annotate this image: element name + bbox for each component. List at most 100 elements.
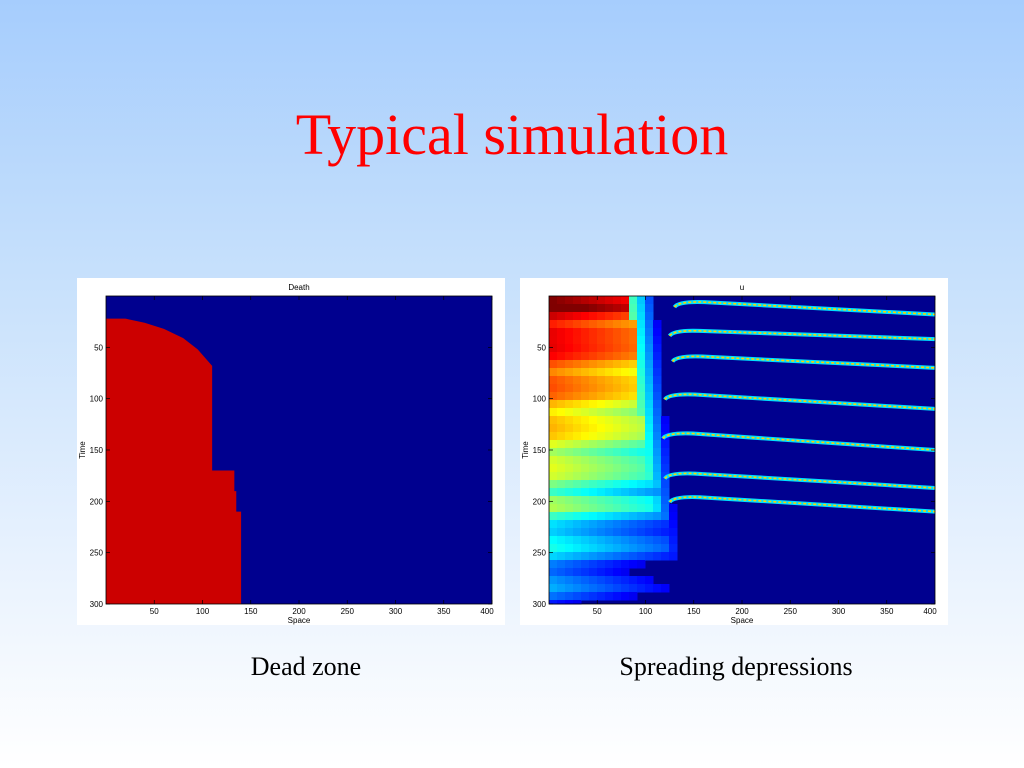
u-heatmap-cell: [589, 392, 598, 401]
u-heatmap-cell: [581, 504, 590, 513]
u-y-tick-label: 300: [533, 600, 547, 609]
u-heatmap-cell: [549, 296, 558, 305]
u-heatmap-cell: [653, 416, 662, 425]
u-heatmap-cell: [605, 504, 614, 513]
u-heatmap-cell: [637, 400, 646, 409]
u-heatmap-cell: [621, 352, 630, 361]
u-heatmap-cell: [581, 440, 590, 449]
u-heatmap-cell: [573, 528, 582, 537]
u-heatmap-cell: [613, 552, 622, 561]
u-heatmap-cell: [581, 536, 590, 545]
u-heatmap-cell: [661, 528, 670, 537]
u-heatmap-cell: [637, 376, 646, 385]
u-heatmap-cell: [605, 448, 614, 457]
u-heatmap-cell: [557, 376, 566, 385]
u-heatmap-cell: [597, 432, 606, 441]
u-heatmap-cell: [549, 504, 558, 513]
u-heatmap-cell: [597, 376, 606, 385]
death-y-axis-label: Time: [78, 441, 87, 459]
u-heatmap-cell: [637, 576, 646, 585]
u-heatmap-cell: [573, 480, 582, 489]
u-heatmap-cell: [605, 560, 614, 569]
u-heatmap-cell: [565, 320, 574, 329]
u-heatmap-cell: [597, 592, 606, 601]
u-heatmap-cell: [629, 528, 638, 537]
u-heatmap-cell: [573, 600, 582, 605]
u-heatmap-cell: [621, 552, 630, 561]
u-heatmap-cell: [557, 296, 566, 305]
u-heatmap-cell: [613, 512, 622, 521]
u-heatmap-cell: [565, 408, 574, 417]
u-heatmap-cell: [613, 576, 622, 585]
u-heatmap-cell: [653, 376, 662, 385]
u-heatmap-cell: [645, 536, 654, 545]
u-heatmap-cell: [629, 472, 638, 481]
u-heatmap-cell: [661, 416, 670, 425]
u-heatmap-cell: [613, 400, 622, 409]
u-heatmap-cell: [621, 424, 630, 433]
u-heatmap-cell: [661, 424, 670, 433]
u-heatmap-cell: [645, 440, 654, 449]
u-heatmap-cell: [549, 456, 558, 465]
u-heatmap-cell: [621, 432, 630, 441]
u-heatmap-cell: [653, 328, 662, 337]
u-heatmap-cell: [597, 464, 606, 473]
u-heatmap-cell: [557, 304, 566, 313]
u-heatmap-cell: [597, 456, 606, 465]
u-heatmap-cell: [557, 312, 566, 321]
u-heatmap-cell: [581, 320, 590, 329]
u-heatmap-cell: [573, 496, 582, 505]
u-heatmap-cell: [613, 344, 622, 353]
u-heatmap-cell: [629, 320, 638, 329]
u-heatmap-cell: [645, 448, 654, 457]
u-heatmap-cell: [605, 392, 614, 401]
u-heatmap-cell: [549, 360, 558, 369]
u-heatmap-cell: [557, 472, 566, 481]
u-heatmap-cell: [629, 576, 638, 585]
u-heatmap-cell: [629, 480, 638, 489]
u-heatmap-cell: [549, 352, 558, 361]
u-heatmap-cell: [573, 400, 582, 409]
u-heatmap-cell: [573, 536, 582, 545]
u-heatmap-cell: [621, 440, 630, 449]
u-heatmap-cell: [565, 384, 574, 393]
u-heatmap-cell: [605, 328, 614, 337]
u-heatmap-cell: [605, 544, 614, 553]
u-heatmap-cell: [589, 488, 598, 497]
u-heatmap-cell: [629, 448, 638, 457]
u-heatmap-cell: [621, 408, 630, 417]
u-heatmap-cell: [653, 400, 662, 409]
u-heatmap-cell: [581, 520, 590, 529]
u-heatmap-cell: [557, 600, 566, 605]
u-heatmap-cell: [637, 392, 646, 401]
u-heatmap-cell: [565, 392, 574, 401]
u-heatmap-cell: [573, 368, 582, 377]
u-heatmap-cell: [613, 480, 622, 489]
u-heatmap-cell: [613, 424, 622, 433]
u-heatmap-cell: [589, 424, 598, 433]
u-heatmap-cell: [565, 416, 574, 425]
u-heatmap-cell: [581, 312, 590, 321]
u-heatmap-cell: [613, 320, 622, 329]
dead-zone-chart: 50 100 150 200 250 300 350 400 50 100 150 200 250 300…: [78, 283, 494, 625]
u-heatmap-cell: [613, 384, 622, 393]
u-heatmap-cell: [549, 320, 558, 329]
u-heatmap-cell: [589, 408, 598, 417]
u-heatmap-cell: [597, 400, 606, 409]
u-heatmap-cell: [613, 368, 622, 377]
u-heatmap-cell: [629, 376, 638, 385]
death-chart-title: Death: [288, 283, 309, 292]
u-heatmap-cell: [605, 360, 614, 369]
u-heatmap-cell: [589, 576, 598, 585]
u-heatmap-cell: [589, 496, 598, 505]
u-heatmap-cell: [629, 456, 638, 465]
u-heatmap-cell: [621, 336, 630, 345]
u-heatmap-cell: [597, 496, 606, 505]
u-y-axis-label: Time: [521, 441, 530, 459]
u-heatmap-cell: [613, 448, 622, 457]
u-heatmap-cell: [645, 504, 654, 513]
u-heatmap-cell: [557, 464, 566, 473]
u-heatmap-cell: [549, 368, 558, 377]
u-heatmap-cell: [613, 432, 622, 441]
u-heatmap-cell: [637, 440, 646, 449]
